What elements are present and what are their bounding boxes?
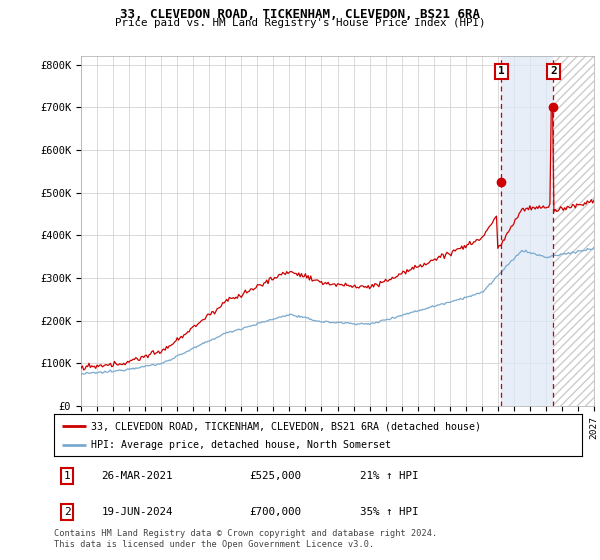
Text: 35% ↑ HPI: 35% ↑ HPI [360,507,419,517]
Bar [553,56,594,406]
Text: Contains HM Land Registry data © Crown copyright and database right 2024.
This d: Contains HM Land Registry data © Crown c… [54,529,437,549]
Text: 33, CLEVEDON ROAD, TICKENHAM, CLEVEDON, BS21 6RA: 33, CLEVEDON ROAD, TICKENHAM, CLEVEDON, … [120,8,480,21]
Text: 21% ↑ HPI: 21% ↑ HPI [360,471,419,481]
Text: 33, CLEVEDON ROAD, TICKENHAM, CLEVEDON, BS21 6RA (detached house): 33, CLEVEDON ROAD, TICKENHAM, CLEVEDON, … [91,421,481,431]
Text: £700,000: £700,000 [250,507,301,517]
Text: 26-MAR-2021: 26-MAR-2021 [101,471,173,481]
Text: 2: 2 [550,67,557,77]
Text: 2: 2 [64,507,71,517]
Text: HPI: Average price, detached house, North Somerset: HPI: Average price, detached house, Nort… [91,440,391,450]
Text: Price paid vs. HM Land Registry's House Price Index (HPI): Price paid vs. HM Land Registry's House … [115,18,485,29]
Text: 19-JUN-2024: 19-JUN-2024 [101,507,173,517]
Text: 1: 1 [498,67,505,77]
Text: 1: 1 [64,471,71,481]
Text: £525,000: £525,000 [250,471,301,481]
Bar [502,56,553,406]
